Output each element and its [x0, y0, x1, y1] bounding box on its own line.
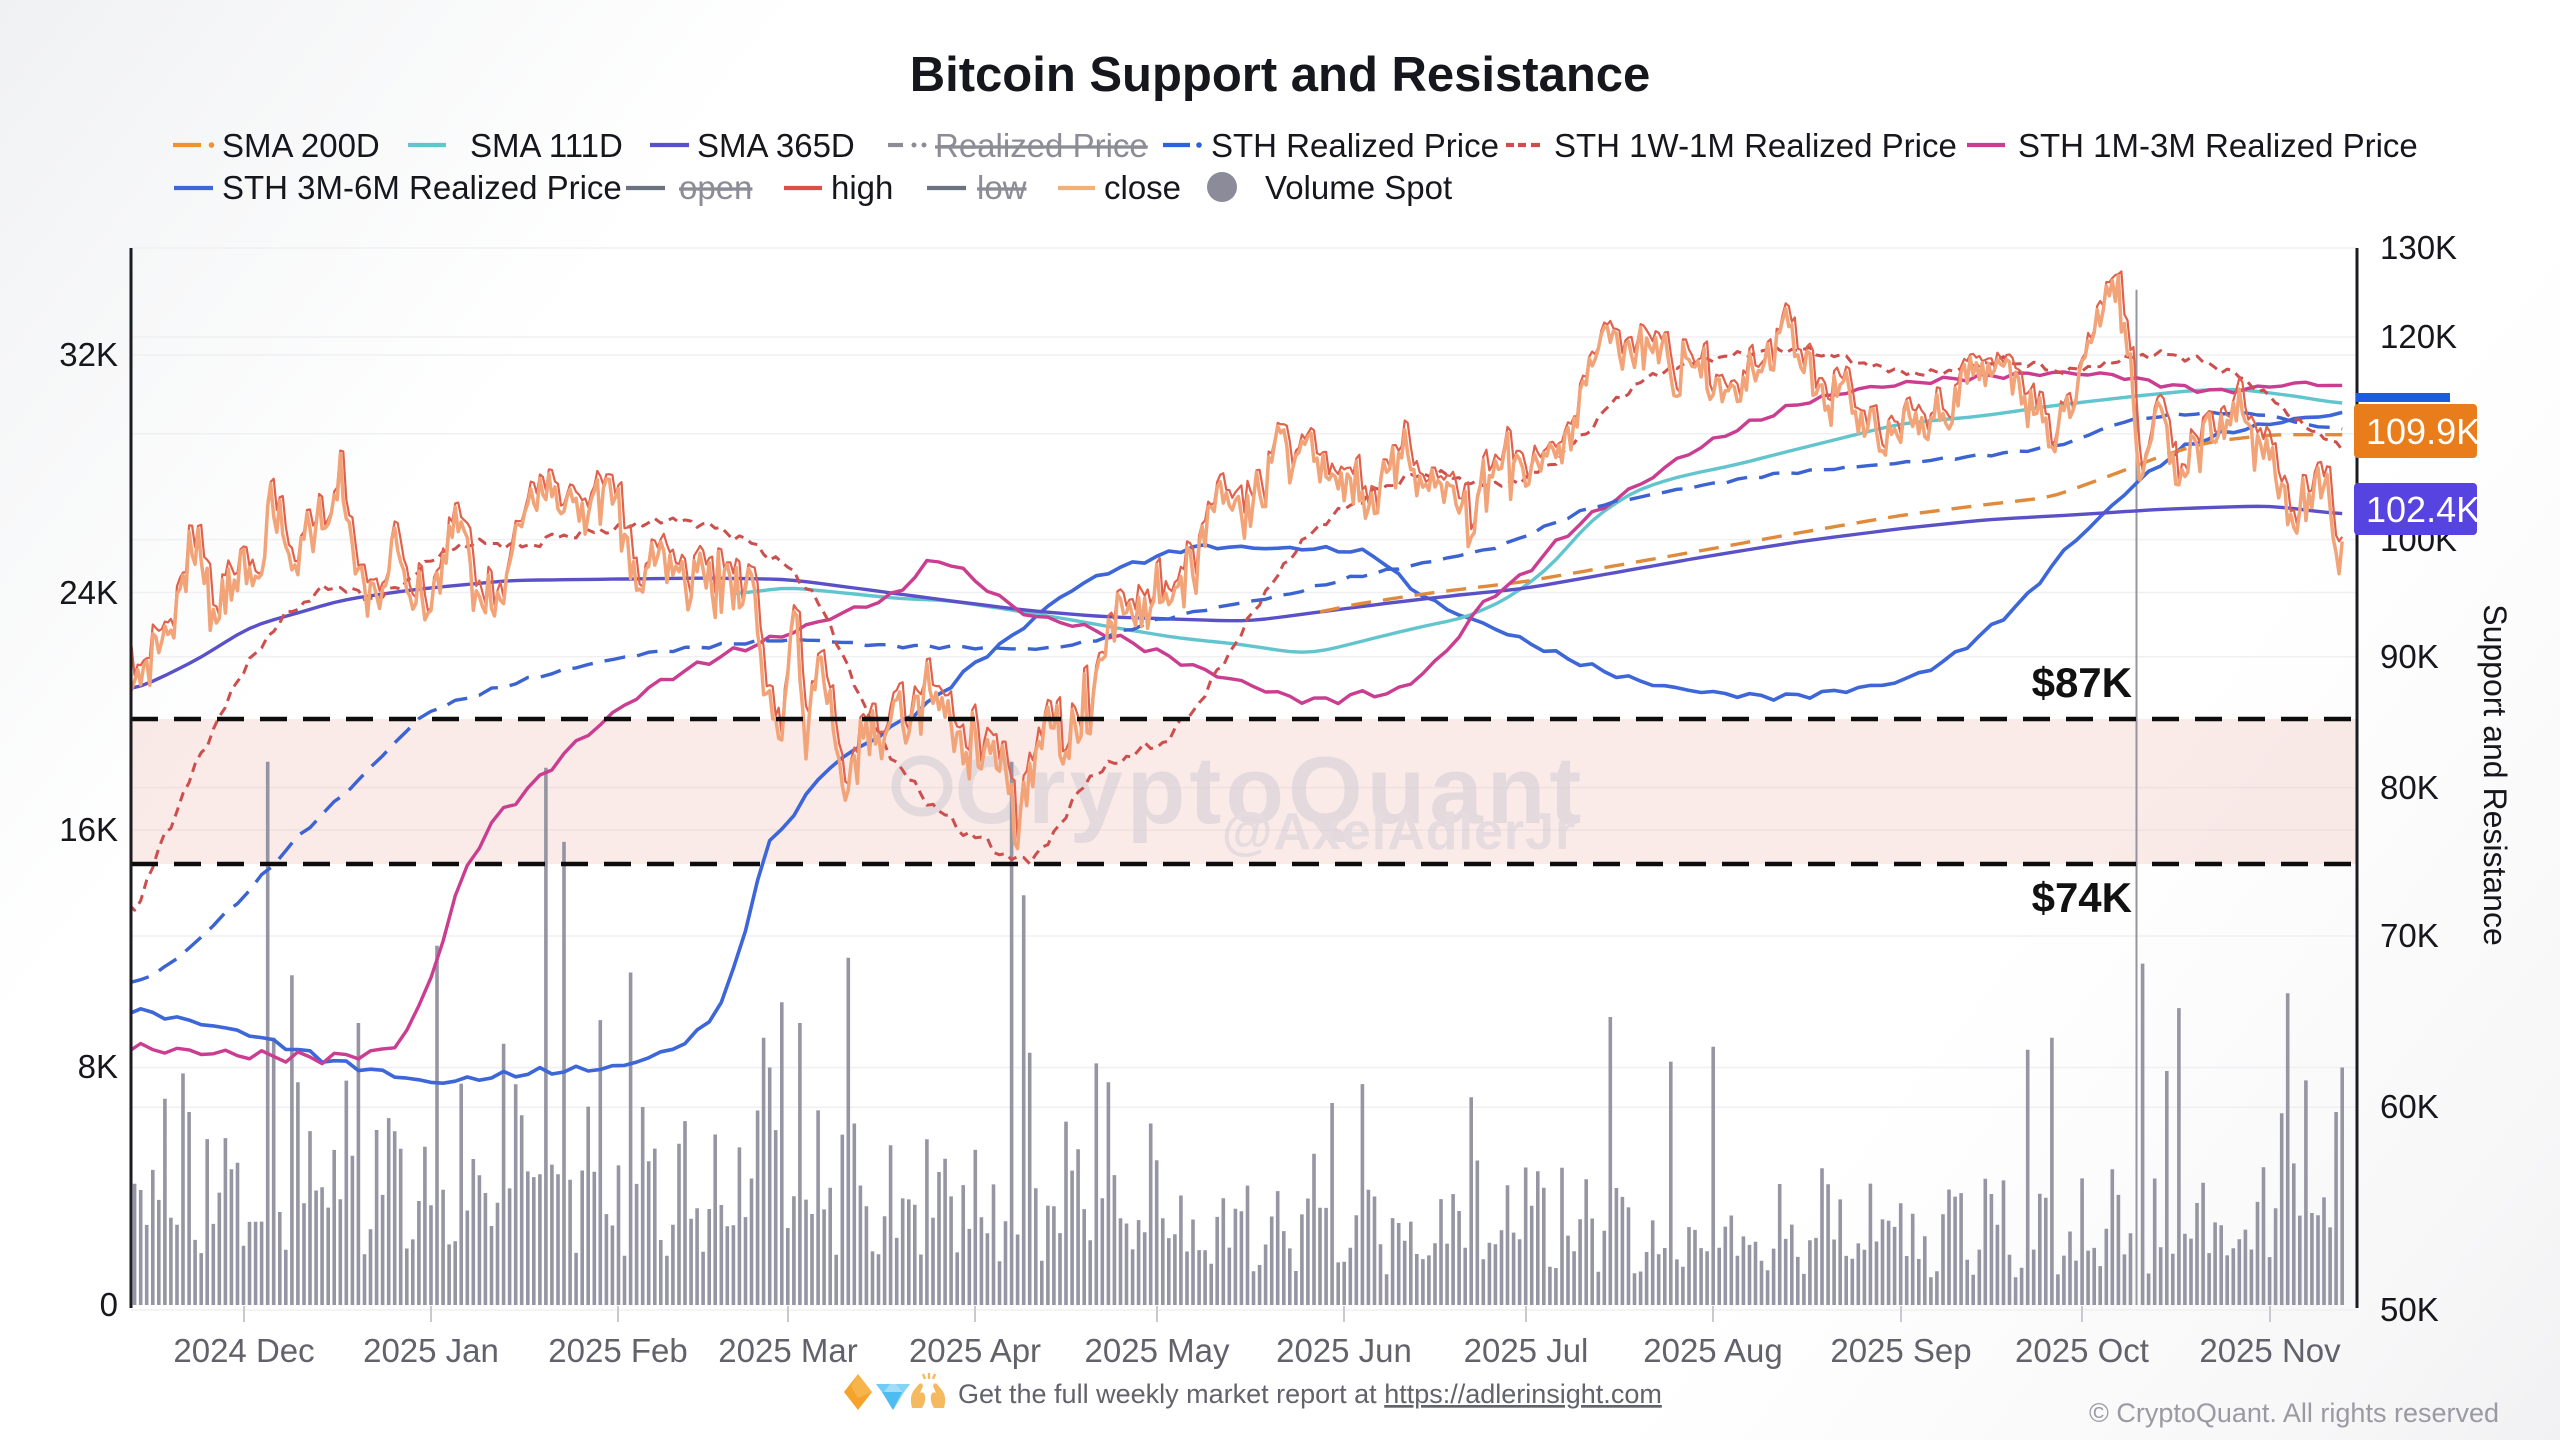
svg-text:16K: 16K [59, 811, 118, 848]
svg-text:102.4K: 102.4K [2366, 489, 2480, 530]
svg-text:32K: 32K [59, 336, 118, 373]
svg-text:SMA 200D: SMA 200D [222, 127, 380, 164]
svg-text:STH 1W-1M Realized Price: STH 1W-1M Realized Price [1554, 127, 1957, 164]
svg-text:© CryptoQuant. All rights rese: © CryptoQuant. All rights reserved [2089, 1398, 2499, 1428]
svg-text:60K: 60K [2380, 1088, 2439, 1125]
svg-text:2025 Nov: 2025 Nov [2199, 1332, 2341, 1369]
svg-text:24K: 24K [59, 574, 118, 611]
svg-text:2025 Sep: 2025 Sep [1830, 1332, 1971, 1369]
svg-text:70K: 70K [2380, 917, 2439, 954]
svg-text:Get the full weekly market rep: Get the full weekly market report at htt… [958, 1379, 1662, 1409]
svg-text:80K: 80K [2380, 769, 2439, 806]
svg-text:STH Realized Price: STH Realized Price [1211, 127, 1499, 164]
svg-text:Support and Resistance: Support and Resistance [2477, 604, 2513, 946]
svg-text:2025 Feb: 2025 Feb [548, 1332, 687, 1369]
svg-text:2024 Dec: 2024 Dec [173, 1332, 314, 1369]
svg-text:close: close [1104, 169, 1181, 206]
svg-text:109.9K: 109.9K [2366, 411, 2480, 452]
svg-text:2025 Jul: 2025 Jul [1464, 1332, 1589, 1369]
svg-text:2025 Aug: 2025 Aug [1643, 1332, 1782, 1369]
svg-text:2025 Mar: 2025 Mar [718, 1332, 857, 1369]
svg-text:2025 Oct: 2025 Oct [2015, 1332, 2149, 1369]
svg-text:50K: 50K [2380, 1291, 2439, 1328]
svg-text:@AxelAdlerJr: @AxelAdlerJr [1222, 803, 1577, 861]
svg-text:open: open [679, 169, 752, 206]
svg-text:Realized Price: Realized Price [935, 127, 1148, 164]
svg-text:2025 May: 2025 May [1085, 1332, 1230, 1369]
svg-text:low: low [977, 169, 1027, 206]
svg-text:high: high [831, 169, 893, 206]
svg-text:0: 0 [100, 1286, 118, 1323]
svg-text:2025 Jun: 2025 Jun [1276, 1332, 1412, 1369]
svg-text:120K: 120K [2380, 318, 2457, 355]
svg-text:$74K: $74K [2032, 874, 2132, 921]
svg-text:SMA 111D: SMA 111D [470, 127, 623, 164]
svg-text:130K: 130K [2380, 229, 2457, 266]
svg-text:2025 Apr: 2025 Apr [909, 1332, 1041, 1369]
svg-text:Volume Spot: Volume Spot [1265, 169, 1452, 206]
svg-text:8K: 8K [78, 1048, 118, 1085]
svg-text:Bitcoin Support and Resistance: Bitcoin Support and Resistance [910, 48, 1651, 102]
svg-text:STH 1M-3M Realized Price: STH 1M-3M Realized Price [2018, 127, 2418, 164]
svg-text:2025 Jan: 2025 Jan [363, 1332, 499, 1369]
svg-text:STH 3M-6M Realized Price: STH 3M-6M Realized Price [222, 169, 622, 206]
svg-text:$87K: $87K [2032, 659, 2132, 706]
svg-text:90K: 90K [2380, 638, 2439, 675]
svg-text:SMA 365D: SMA 365D [697, 127, 855, 164]
